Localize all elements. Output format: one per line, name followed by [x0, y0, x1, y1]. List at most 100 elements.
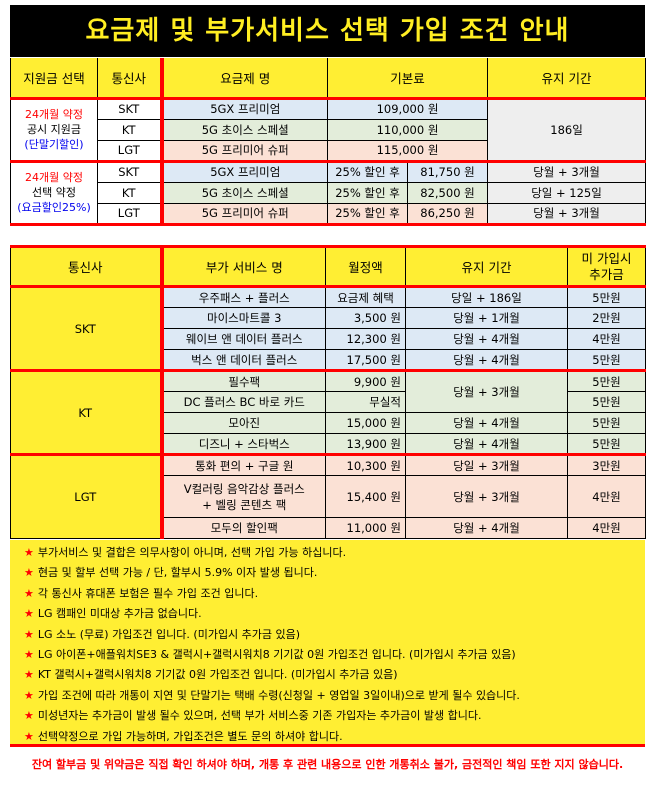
- label: (요금할인25%): [17, 201, 91, 214]
- header-cell: 유지 기간: [487, 58, 647, 99]
- note-item: ★ 가입 조건에 따라 개통이 지연 및 단말기는 택배 수령(신청일 + 영업일…: [24, 686, 645, 706]
- note-text: 현금 및 할부 선택 가능 / 단, 할부시 5.9% 이자 발생 됩니다.: [37, 566, 318, 580]
- period-cell: 당월 + 3개월: [487, 159, 647, 183]
- note-text: LG 캠패인 미대상 추가금 없습니다.: [37, 607, 202, 621]
- period-cell: 당월 + 1개월: [405, 307, 568, 329]
- header-cell: 월정액: [325, 246, 406, 287]
- label: 선택 약정: [32, 186, 76, 199]
- note-text: LG 아이폰+애플워치SE3 & 갤럭시+갤럭시워치8 기기값 0원 가입조건 …: [37, 647, 516, 661]
- carrier-cell: SKT: [10, 285, 164, 371]
- table-row: 모아진 15,000 원 당월 + 4개월 5만원: [11, 412, 646, 434]
- plan-cell: 5GX 프리미엄: [161, 159, 328, 183]
- label: + 벨링 콘텐츠 팩: [202, 497, 287, 512]
- carrier-cell: SKT: [97, 96, 164, 120]
- note-text: 부가서비스 및 결합은 의무사항이 아니며, 선택 가입 가능 하십니다.: [37, 546, 347, 559]
- extra-fee-cell: 4만원: [567, 517, 646, 539]
- label: 24개월 약정: [25, 108, 83, 121]
- note-item: ★ LG 아이폰+애플워치SE3 & 갤럭시+갤럭시워치8 기기값 0원 가입조건…: [24, 645, 645, 665]
- period-cell: 당월 + 4개월: [405, 349, 568, 371]
- fee-cell: 109,000 원: [326, 96, 489, 120]
- support-type-cell: 24개월 약정 공시 지원금 (단말기할인): [10, 96, 98, 162]
- service-table-header: 통신사 부가 서비스 명 월정액 유지 기간 미 가입시 추가금: [10, 246, 646, 287]
- extra-fee-cell: 5만원: [567, 369, 646, 392]
- fee-cell: 110,000 원: [326, 118, 489, 141]
- extra-fee-cell: 4만원: [567, 328, 646, 350]
- notes-box: ★ 부가서비스 및 결합은 의무사항이 아니며, 선택 가입 가능 하십니다. ★ 현…: [10, 540, 645, 747]
- note-item: ★ 현금 및 할부 선택 가능 / 단, 할부시 5.9% 이자 발생 됩니다.: [24, 563, 645, 583]
- page-title: 요금제 및 부가서비스 선택 가입 조건 안내: [10, 5, 645, 57]
- period-cell: 당일 + 186일: [405, 285, 568, 308]
- star-icon: ★: [24, 647, 34, 661]
- price-cell: 11,000 원: [325, 517, 406, 539]
- plan-cell: 5G 프리미어 슈퍼: [161, 202, 328, 226]
- label: 24개월 약정: [25, 171, 83, 184]
- table-row: KT 필수팩 9,900 원 당월 + 3개월 5만원: [10, 369, 646, 455]
- service-name-cell: 통화 편의 + 구글 원: [161, 453, 326, 476]
- table-row: KT 5G 초이스 스페셜 25% 할인 후 82,500 원 당일 + 125…: [11, 181, 647, 204]
- extra-fee-cell: 5만원: [567, 285, 646, 308]
- period-cell: 186일: [487, 96, 647, 162]
- price-cell: 9,900 원: [325, 369, 406, 392]
- header-cell: 지원금 선택: [10, 58, 98, 99]
- discount-cell: 25% 할인 후: [327, 181, 408, 204]
- table-row: LGT 5G 프리미어 슈퍼 25% 할인 후 86,250 원 당월 + 3개…: [11, 202, 647, 226]
- carrier-cell: KT: [10, 369, 164, 455]
- service-name-cell: 필수팩: [161, 369, 326, 392]
- period-cell: 당월 + 3개월: [487, 202, 647, 226]
- table-row: 마이스마트콜 3 3,500 원 당월 + 1개월 2만원: [11, 307, 646, 329]
- price-cell: 3,500 원: [325, 307, 406, 329]
- price-cell: 10,300 원: [325, 453, 406, 476]
- fee-cell: 82,500 원: [406, 181, 489, 204]
- note-text: 가입 조건에 따라 개통이 지연 및 단말기는 택배 수령(신청일 + 영업일 …: [37, 688, 520, 702]
- label: (단말기할인): [24, 138, 84, 151]
- table-row: 디즈니 + 스타벅스 13,900 원 당월 + 4개월 5만원: [11, 433, 646, 455]
- extra-fee-cell: 5만원: [567, 391, 646, 413]
- fee-cell: 81,750 원: [406, 159, 489, 183]
- price-cell: 17,500 원: [325, 349, 406, 371]
- period-cell: 당일 + 125일: [487, 181, 647, 204]
- carrier-cell: KT: [97, 118, 164, 141]
- table-row: LGT 통화 편의 + 구글 원 10,300 원 당일 + 3개월 3만원: [10, 453, 646, 539]
- table-row: V컬러링 음악감상 플러스 + 벨링 콘텐츠 팩 15,400 원 당월 + 3개월 4…: [11, 475, 646, 518]
- table-row: 벅스 앤 데이터 플러스 17,500 원 당월 + 4개월 5만원: [11, 349, 646, 371]
- extra-fee-cell: 5만원: [567, 412, 646, 434]
- fee-cell: 86,250 원: [406, 202, 489, 226]
- header-cell: 유지 기간: [405, 246, 568, 287]
- carrier-cell: LGT: [97, 139, 164, 162]
- footer-warning: 잔여 할부금 및 위약금은 직접 확인 하셔야 하며, 개통 후 관련 내용으로…: [31, 758, 624, 771]
- star-icon: ★: [24, 627, 34, 641]
- period-cell: 당월 + 4개월: [405, 412, 568, 434]
- period-cell: 당일 + 3개월: [405, 453, 568, 476]
- star-icon: ★: [24, 607, 34, 621]
- table-row: SKT 우주패스 + 플러스 요금제 혜택 당일 + 186일 5만원: [10, 285, 646, 371]
- header-cell: 기본료: [326, 58, 489, 99]
- header-cell: 부가 서비스 명: [161, 246, 326, 287]
- note-text: LG 소노 (무료) 가입조건 입니다. (미가입시 추가금 있음): [37, 627, 301, 641]
- period-cell: 당월 + 4개월: [405, 433, 568, 455]
- price-cell: 12,300 원: [325, 328, 406, 350]
- star-icon: ★: [24, 668, 34, 682]
- period-cell: 당월 + 3개월: [405, 475, 568, 518]
- carrier-cell: KT: [97, 181, 164, 204]
- star-icon: ★: [24, 729, 34, 743]
- note-item: ★ 미성년자는 추가금이 발생 될수 있으며, 선택 부가 서비스중 기존 가입자…: [24, 706, 645, 726]
- note-item: ★ LG 캠패인 미대상 추가금 없습니다.: [24, 604, 645, 624]
- star-icon: ★: [24, 566, 34, 580]
- note-item: ★ LG 소노 (무료) 가입조건 입니다. (미가입시 추가금 있음): [24, 625, 645, 645]
- star-icon: ★: [24, 688, 34, 702]
- plan-cell: 5GX 프리미엄: [161, 96, 328, 120]
- label: V컬러링 음악감상 플러스: [183, 481, 305, 496]
- service-name-cell: DC 플러스 BC 바로 카드: [161, 391, 326, 413]
- plan-cell: 5G 프리미어 슈퍼: [161, 139, 328, 162]
- service-name-cell: 우주패스 + 플러스: [161, 285, 326, 308]
- note-item: ★ 선택약정으로 가입 가능하며, 가입조건은 별도 문의 하셔야 합니다.: [24, 727, 645, 747]
- service-name-cell: 마이스마트콜 3: [161, 307, 326, 329]
- service-name-cell: 벅스 앤 데이터 플러스: [161, 349, 326, 371]
- service-name-cell: 모두의 할인팩: [161, 517, 326, 539]
- carrier-cell: SKT: [97, 159, 164, 183]
- note-text: 각 통신사 휴대폰 보험은 필수 가입 조건 입니다.: [37, 586, 259, 600]
- period-cell: 당월 + 3개월: [405, 369, 568, 413]
- service-name-cell: 모아진: [161, 412, 326, 434]
